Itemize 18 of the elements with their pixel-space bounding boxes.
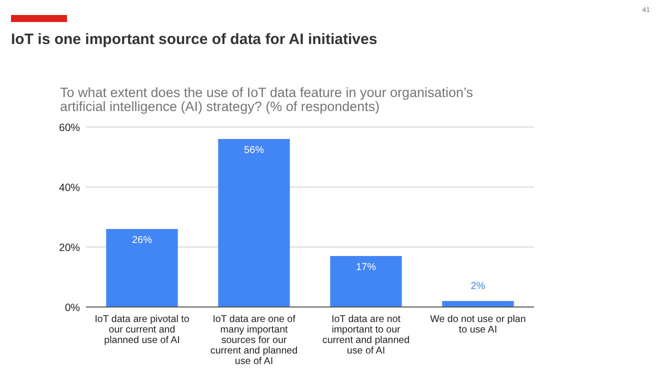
x-tick-label: We do not use or plan to use AI bbox=[430, 314, 526, 336]
bar bbox=[218, 139, 290, 307]
bar bbox=[442, 301, 514, 307]
chart-title: IoT is one important source of data for AI initiatives bbox=[11, 31, 378, 48]
chart-subtitle: To what extent does the use of IoT data feature in your organisation’s artificial intelligence (AI) strategy? (% of respondents) bbox=[60, 85, 474, 114]
x-tick-label: IoT data are one of many important sources for our current and planned use of AI bbox=[210, 314, 298, 367]
data-label: 56% bbox=[244, 145, 264, 156]
y-tick-label: 60% bbox=[58, 122, 80, 134]
bar bbox=[330, 256, 402, 307]
data-label: 26% bbox=[132, 235, 152, 246]
bar bbox=[106, 229, 178, 307]
x-tick-label: IoT data are not important to our current and planned use of AI bbox=[322, 314, 410, 356]
data-label: 17% bbox=[356, 262, 376, 273]
data-label: 2% bbox=[470, 281, 486, 292]
y-tick-label: 40% bbox=[58, 182, 80, 194]
x-tick-label: IoT data are pivotal to our current and planned use of AI bbox=[94, 314, 190, 346]
y-tick-label: 20% bbox=[58, 242, 80, 254]
y-tick-label: 0% bbox=[64, 302, 80, 314]
